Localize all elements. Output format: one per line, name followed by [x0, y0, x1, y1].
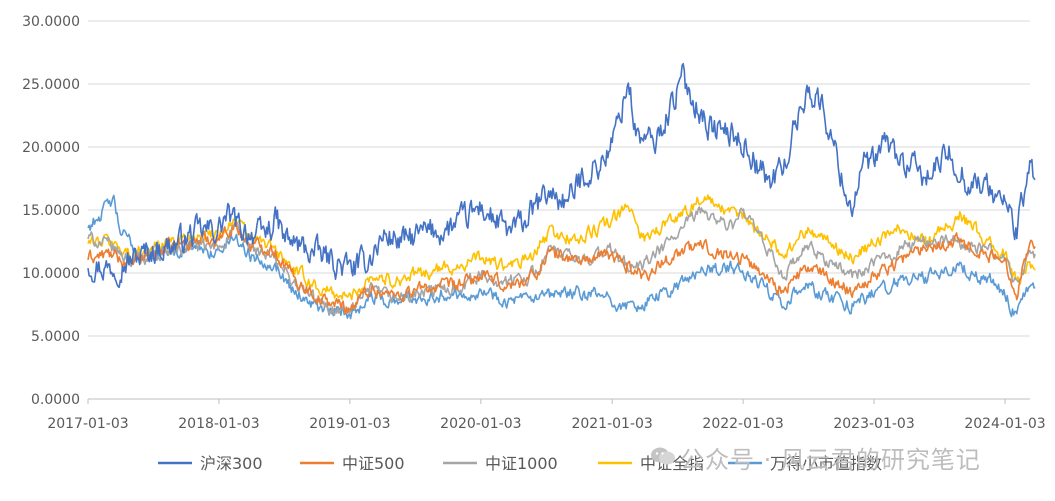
- x-tick-label: 2023-01-03: [833, 416, 914, 432]
- x-tick-label: 2020-01-03: [440, 416, 521, 432]
- legend-label: 中证1000: [485, 454, 558, 473]
- y-tick-label: 25.0000: [22, 77, 80, 93]
- series-line-0: [87, 62, 1036, 289]
- series-line-4: [87, 194, 1036, 320]
- y-tick-label: 5.0000: [31, 329, 80, 345]
- legend-label: 沪深300: [200, 454, 263, 473]
- series-line-2: [87, 206, 1036, 316]
- wechat-icon: [651, 447, 675, 465]
- x-tick-label: 2024-01-03: [964, 416, 1045, 432]
- y-tick-label: 0.0000: [31, 392, 80, 408]
- y-tick-label: 20.0000: [22, 140, 80, 156]
- x-tick-label: 2018-01-03: [178, 416, 259, 432]
- watermark-text: 公众号 · 风云君的研究笔记: [680, 446, 981, 474]
- y-tick-label: 10.0000: [22, 266, 80, 282]
- x-tick-label: 2022-01-03: [702, 416, 783, 432]
- x-tick-label: 2017-01-03: [47, 416, 128, 432]
- x-tick-label: 2019-01-03: [309, 416, 390, 432]
- x-tick-label: 2021-01-03: [571, 416, 652, 432]
- y-tick-label: 15.0000: [22, 203, 80, 219]
- legend-label: 中证500: [342, 454, 405, 473]
- legend-label: 万得小市值指数: [770, 454, 882, 473]
- y-tick-label: 30.0000: [22, 14, 80, 30]
